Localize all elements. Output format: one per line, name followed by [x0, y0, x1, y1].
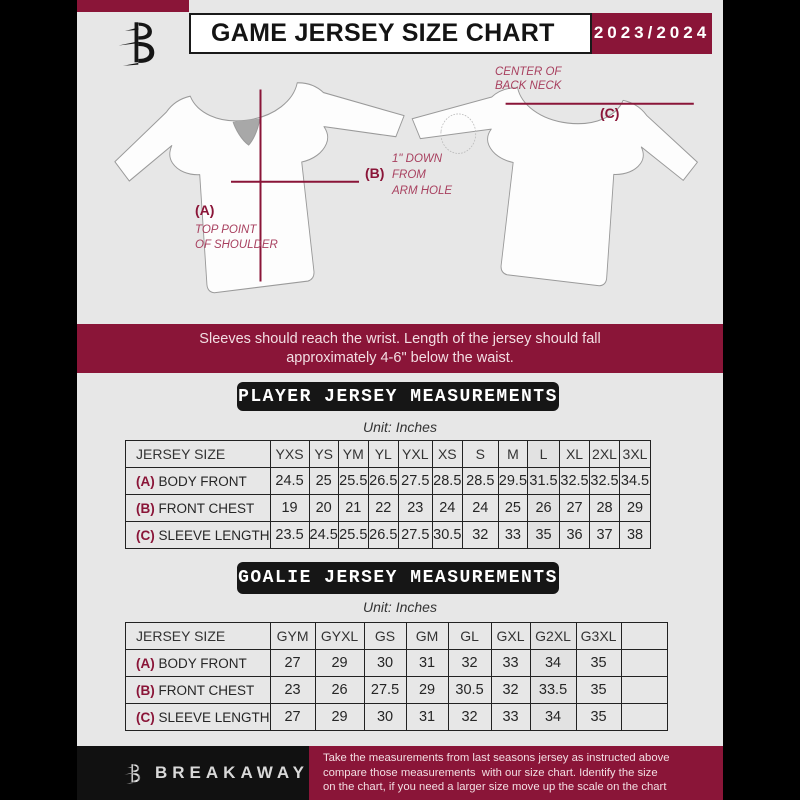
svg-text:FROM: FROM [392, 169, 426, 181]
svg-text:OF SHOULDER: OF SHOULDER [195, 239, 278, 251]
svg-text:BACK NECK: BACK NECK [495, 80, 563, 92]
svg-text:(B): (B) [365, 165, 384, 181]
svg-text:CENTER OF: CENTER OF [495, 66, 562, 78]
svg-text:1" DOWN: 1" DOWN [392, 153, 443, 165]
svg-text:(C): (C) [600, 105, 619, 121]
svg-text:(A): (A) [195, 202, 214, 218]
svg-text:TOP POINT: TOP POINT [195, 224, 257, 236]
svg-text:ARM HOLE: ARM HOLE [391, 185, 452, 197]
